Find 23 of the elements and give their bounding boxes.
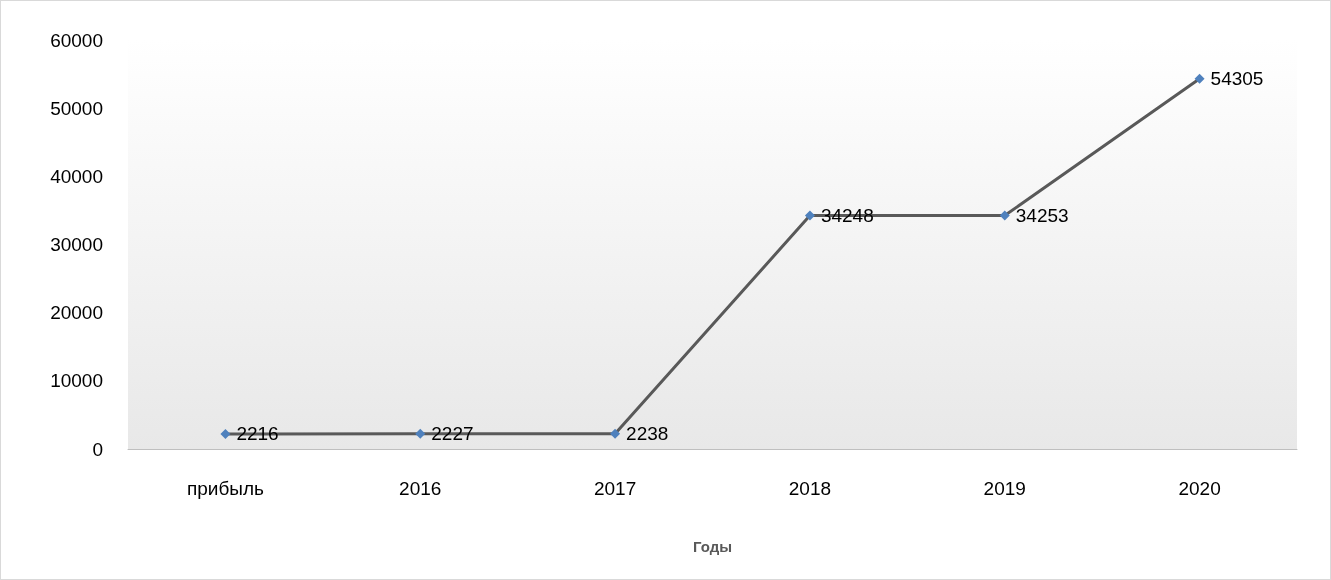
y-tick-label: 10000 bbox=[50, 370, 103, 392]
y-tick-label: 50000 bbox=[50, 97, 103, 119]
y-tick-label: 40000 bbox=[50, 165, 103, 187]
point bbox=[415, 428, 426, 439]
x-tick-label: 2020 bbox=[1178, 478, 1221, 499]
point bbox=[999, 210, 1010, 221]
y-tick-label: 30000 bbox=[50, 234, 103, 255]
point bbox=[220, 428, 231, 439]
y-tick-label: 20000 bbox=[50, 302, 103, 324]
point bbox=[1194, 73, 1205, 84]
point bbox=[804, 210, 815, 221]
data-label: 2238 bbox=[626, 423, 669, 445]
x-tick-label: 2019 bbox=[983, 478, 1026, 499]
x-tick-label: прибыль bbox=[186, 478, 265, 499]
y-tick-label: 0 bbox=[92, 438, 103, 460]
x-tick-label: 2017 bbox=[593, 478, 637, 499]
y-tick-label: 60000 bbox=[50, 29, 103, 51]
x-tick-label: 2016 bbox=[399, 478, 442, 499]
data-label: 54305 bbox=[1210, 68, 1264, 90]
x-axis-title: Годы bbox=[692, 538, 733, 555]
x-tick-label: 2018 bbox=[788, 478, 832, 499]
data-label: 34253 bbox=[1015, 205, 1069, 227]
point bbox=[610, 428, 621, 439]
